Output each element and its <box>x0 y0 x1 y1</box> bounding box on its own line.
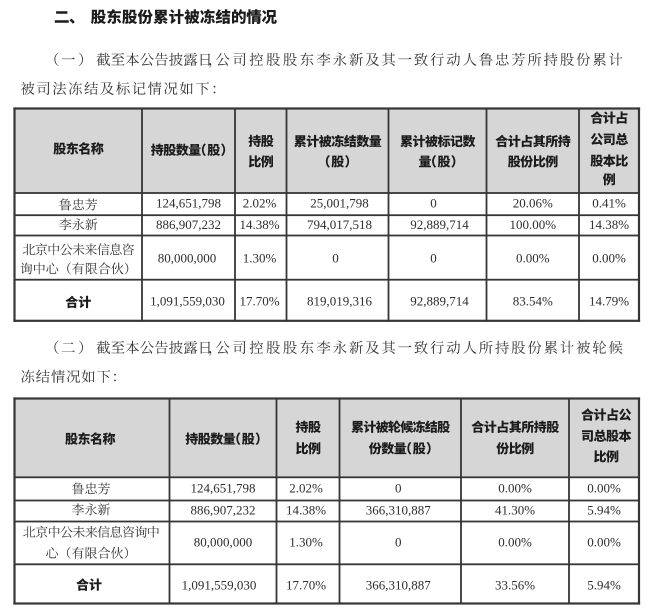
svg-text:0: 0 <box>395 481 402 496</box>
svg-text:366,310,887: 366,310,887 <box>366 502 432 517</box>
svg-text:14.38%: 14.38% <box>589 217 629 232</box>
svg-text:1.30%: 1.30% <box>289 535 323 550</box>
svg-text:124,651,798: 124,651,798 <box>191 481 256 496</box>
svg-text:80,000,000: 80,000,000 <box>194 535 253 550</box>
svg-text:0.00%: 0.00% <box>498 481 532 496</box>
svg-text:886,907,232: 886,907,232 <box>191 502 256 517</box>
svg-text:5.94%: 5.94% <box>587 577 621 592</box>
svg-text:2.02%: 2.02% <box>289 481 323 496</box>
svg-text:0: 0 <box>332 250 339 265</box>
svg-text:124,651,798: 124,651,798 <box>156 195 221 210</box>
svg-text:92,889,714: 92,889,714 <box>410 217 469 232</box>
svg-text:0.00%: 0.00% <box>498 535 532 550</box>
svg-text:0: 0 <box>430 250 437 265</box>
svg-text:17.70%: 17.70% <box>286 577 326 592</box>
svg-text:83.54%: 83.54% <box>513 293 553 308</box>
svg-text:0: 0 <box>430 195 437 210</box>
svg-text:819,019,316: 819,019,316 <box>307 293 373 308</box>
svg-text:0.41%: 0.41% <box>592 195 626 210</box>
svg-text:1,091,559,030: 1,091,559,030 <box>150 293 225 308</box>
svg-text:80,000,000: 80,000,000 <box>158 250 217 265</box>
svg-text:41.30%: 41.30% <box>495 502 535 517</box>
svg-text:886,907,232: 886,907,232 <box>156 217 221 232</box>
svg-text:14.38%: 14.38% <box>286 502 326 517</box>
svg-text:366,310,887: 366,310,887 <box>366 577 432 592</box>
svg-text:0.00%: 0.00% <box>587 481 621 496</box>
svg-text:0.00%: 0.00% <box>592 250 626 265</box>
svg-text:794,017,518: 794,017,518 <box>307 217 372 232</box>
svg-text:2.02%: 2.02% <box>243 195 277 210</box>
svg-text:1,091,559,030: 1,091,559,030 <box>182 577 257 592</box>
svg-text:0.00%: 0.00% <box>587 535 621 550</box>
svg-text:1.30%: 1.30% <box>243 250 277 265</box>
svg-text:20.06%: 20.06% <box>513 195 553 210</box>
svg-text:33.56%: 33.56% <box>495 577 535 592</box>
svg-text:17.70%: 17.70% <box>240 293 280 308</box>
svg-text:92,889,714: 92,889,714 <box>410 293 469 308</box>
svg-text:25,001,798: 25,001,798 <box>310 195 369 210</box>
svg-text:5.94%: 5.94% <box>587 502 621 517</box>
svg-text:100.00%: 100.00% <box>510 217 557 232</box>
svg-text:14.38%: 14.38% <box>240 217 280 232</box>
svg-text:0: 0 <box>395 535 402 550</box>
svg-text:14.79%: 14.79% <box>589 293 629 308</box>
svg-text:0.00%: 0.00% <box>516 250 550 265</box>
